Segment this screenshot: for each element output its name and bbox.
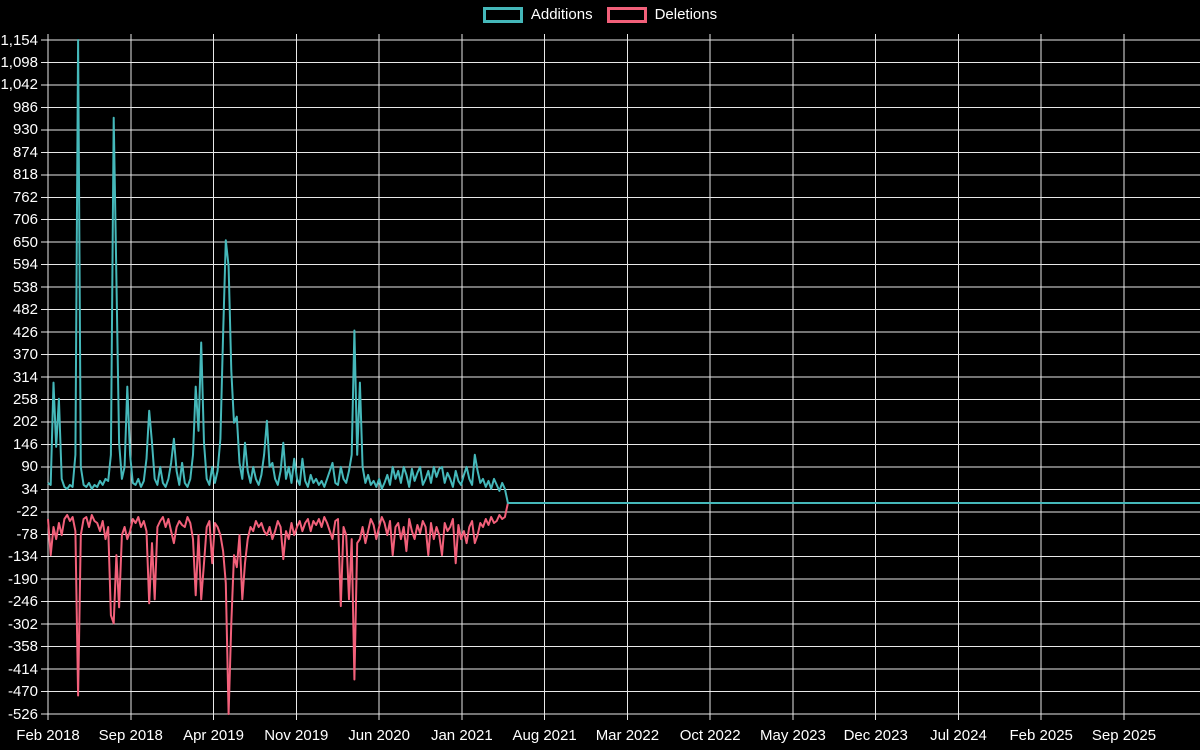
y-tick-label: 1,042 — [0, 76, 38, 94]
x-tick-label: Oct 2022 — [679, 727, 741, 744]
y-tick-label: -470 — [7, 683, 38, 701]
x-tick-label: Sep 2025 — [1091, 727, 1157, 744]
y-tick-label: 1,154 — [0, 31, 38, 49]
y-tick-label: -22 — [16, 503, 38, 521]
x-tick-label: May 2023 — [759, 727, 826, 744]
x-tick-label: Sep 2018 — [98, 727, 163, 744]
x-tick-label: Feb 2018 — [16, 727, 80, 744]
y-tick-label: -526 — [7, 705, 38, 723]
legend-item-deletions[interactable]: Deletions — [606, 6, 718, 23]
y-tick-label: -414 — [7, 660, 38, 678]
chart-legend: Additions Deletions — [0, 7, 1200, 23]
y-tick-label: 762 — [12, 188, 38, 206]
y-tick-label: 90 — [21, 458, 38, 476]
y-tick-label: 986 — [12, 98, 38, 116]
x-tick-label: Jul 2024 — [930, 727, 987, 744]
y-tick-label: 426 — [12, 323, 38, 341]
y-tick-label: -246 — [7, 593, 38, 611]
y-tick-label: 258 — [12, 390, 38, 408]
y-tick-label: 34 — [21, 480, 38, 498]
y-tick-label: 146 — [12, 435, 38, 453]
deletions-line — [47, 502, 1200, 715]
legend-label-additions: Additions — [530, 6, 593, 23]
y-tick-label: 482 — [12, 301, 38, 319]
y-tick-label: -134 — [7, 548, 38, 566]
x-tick-label: Jan 2021 — [430, 727, 493, 744]
y-tick-label: -78 — [16, 525, 38, 543]
y-tick-label: -190 — [7, 570, 38, 588]
horizontal-gridlines — [41, 39, 1200, 715]
x-tick-label: Feb 2025 — [1009, 727, 1073, 744]
y-tick-label: 874 — [12, 143, 38, 161]
y-tick-label: 202 — [12, 413, 38, 431]
additions-line — [47, 39, 1200, 504]
x-tick-label: Aug 2021 — [512, 727, 577, 744]
y-tick-label: 314 — [12, 368, 38, 386]
deletions-swatch-icon — [606, 7, 647, 23]
x-tick-label: Mar 2022 — [595, 727, 660, 744]
y-tick-label: 370 — [12, 346, 38, 364]
y-tick-label: 538 — [12, 278, 38, 296]
y-tick-label: 594 — [12, 256, 38, 274]
x-tick-label: Dec 2023 — [843, 727, 908, 744]
x-tick-label: Apr 2019 — [183, 727, 244, 744]
y-tick-label: 650 — [12, 233, 38, 251]
y-tick-label: -358 — [7, 638, 38, 656]
y-tick-label: 706 — [12, 211, 38, 229]
y-tick-label: -302 — [7, 615, 38, 633]
y-tick-label: 930 — [12, 121, 38, 139]
y-tick-label: 818 — [12, 166, 38, 184]
legend-label-deletions: Deletions — [654, 6, 718, 23]
vertical-gridlines — [47, 34, 1125, 720]
x-tick-label: Nov 2019 — [264, 727, 329, 744]
additions-swatch-icon — [482, 7, 523, 23]
y-tick-label: 1,098 — [0, 53, 38, 71]
x-tick-label: Jun 2020 — [348, 727, 410, 744]
legend-item-additions[interactable]: Additions — [482, 6, 593, 23]
